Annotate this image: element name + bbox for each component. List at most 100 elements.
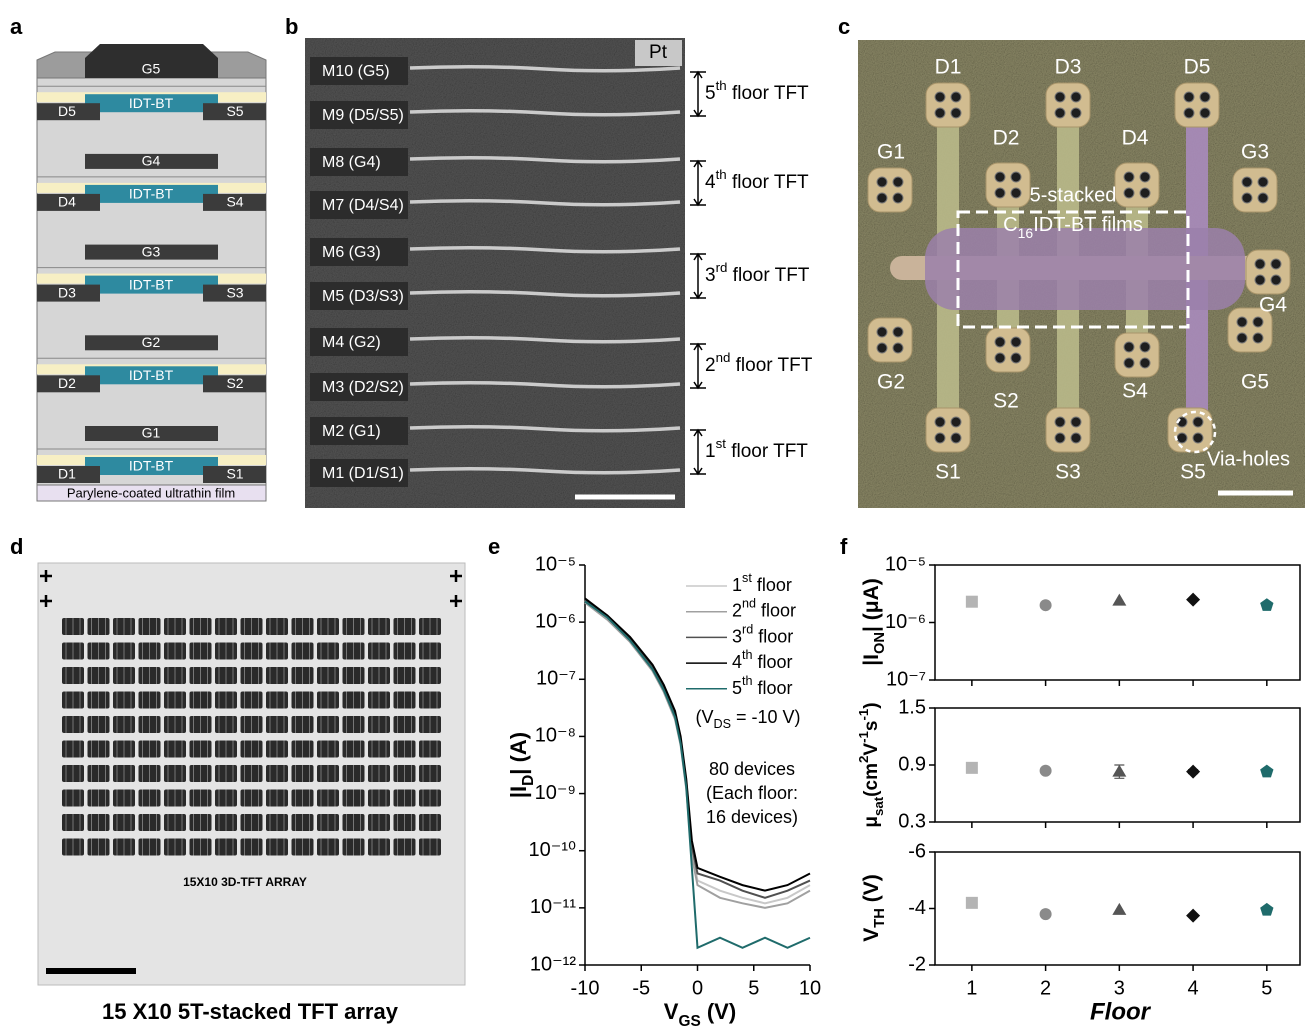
via [1237, 333, 1247, 343]
via [935, 92, 945, 102]
annotation: 80 devices [709, 759, 795, 779]
y-tick-label: 0.9 [898, 753, 926, 775]
via [1271, 259, 1281, 269]
text-part: st [742, 571, 752, 585]
pt-label: Pt [649, 42, 668, 63]
via [1242, 193, 1252, 203]
floor-label: 5th floor TFT [705, 78, 809, 104]
annotation: (Each floor: [706, 783, 798, 803]
text-part: | (A) [506, 732, 531, 775]
text-part: 16 [1018, 225, 1034, 241]
via-label: Via-holes [1207, 448, 1290, 470]
marker [966, 762, 978, 774]
x-tick-label: 5 [748, 977, 759, 999]
text-part: 2 [856, 756, 871, 763]
x-tick-label: 5 [1261, 977, 1272, 999]
text-part: floor TFT [726, 441, 808, 462]
y-tick-label: 10⁻⁵ [535, 553, 576, 575]
marker [1040, 908, 1052, 920]
text-part: nd [742, 597, 756, 611]
text-part: s [861, 721, 882, 732]
via [1011, 188, 1021, 198]
x-tick-label: 1 [966, 977, 977, 999]
text-part: th [742, 674, 753, 688]
via [893, 193, 903, 203]
text-part: floor [753, 626, 793, 646]
text-part: 5 [705, 83, 716, 104]
via [1140, 188, 1150, 198]
x-axis-label: VGS (V) [664, 999, 736, 1026]
source-label: S1 [226, 466, 243, 482]
via [1242, 177, 1252, 187]
metal-label: M9 (D5/S5) [322, 107, 404, 124]
text-part: floor TFT [727, 172, 809, 193]
y-tick-label: 10⁻⁷ [886, 668, 926, 690]
marker [1040, 765, 1052, 777]
floor-label: 2nd floor TFT [705, 350, 813, 376]
text-part: sat [871, 796, 886, 816]
pad [1246, 250, 1290, 294]
pad [1115, 333, 1159, 377]
pad-label: G2 [877, 371, 905, 394]
via [995, 337, 1005, 347]
gate-label: G2 [142, 334, 161, 350]
text-part: |I [506, 786, 531, 798]
via [893, 177, 903, 187]
via [951, 433, 961, 443]
metal-label: M6 (G3) [322, 244, 381, 261]
via [1258, 193, 1268, 203]
text-part: |I [860, 654, 883, 666]
pad-label: D5 [1184, 56, 1211, 79]
y-tick-label: 10⁻¹¹ [530, 896, 576, 918]
marker [966, 897, 978, 909]
text-part: ON [872, 632, 888, 654]
via [951, 108, 961, 118]
text-part: | (μA) [860, 578, 883, 632]
array-text: 15X10 3D-TFT ARRAY [183, 875, 307, 889]
floor-label: 1st floor TFT [705, 436, 808, 462]
via [1071, 108, 1081, 118]
metal-label: M7 (D4/S4) [322, 197, 404, 214]
via [1124, 342, 1134, 352]
text-part: st [716, 436, 727, 451]
y-tick-label: 10⁻⁹ [535, 782, 576, 804]
text-part: μ [861, 816, 882, 828]
via [1055, 92, 1065, 102]
channel-label: IDT-BT [129, 186, 174, 202]
via [1055, 108, 1065, 118]
panel-label: f [840, 534, 848, 559]
text-part: 2 [732, 600, 742, 620]
via [893, 343, 903, 353]
source-label: S2 [226, 375, 243, 391]
gate-label: G5 [142, 61, 161, 77]
legend-label: 4th floor [732, 648, 793, 671]
via [1200, 92, 1210, 102]
text-part: th [742, 648, 753, 662]
text-part: -1 [856, 730, 871, 742]
via [951, 417, 961, 427]
annotation: 16 devices) [706, 807, 798, 827]
metal-label: M8 (G4) [322, 154, 381, 171]
x-tick-label: 0 [692, 977, 703, 999]
floor-bracket [690, 430, 706, 474]
y-tick-label: 10⁻⁷ [536, 668, 576, 690]
drain-label: D4 [58, 194, 76, 210]
x-tick-label: 3 [1114, 977, 1125, 999]
pad [926, 83, 970, 127]
via [1184, 92, 1194, 102]
channel-label: IDT-BT [129, 95, 174, 111]
y-tick-label: 0.3 [898, 810, 926, 832]
text-part: 4 [732, 652, 742, 672]
legend-label: 2nd floor [732, 597, 796, 620]
via [1124, 188, 1134, 198]
via [1140, 358, 1150, 368]
channel-label: IDT-BT [129, 367, 174, 383]
via [1271, 275, 1281, 285]
drain-label: D1 [58, 466, 76, 482]
via [877, 193, 887, 203]
pad-label: G3 [1241, 141, 1269, 164]
text-part: (cm [861, 763, 882, 797]
via [1055, 433, 1065, 443]
via [1011, 172, 1021, 182]
via [1071, 92, 1081, 102]
